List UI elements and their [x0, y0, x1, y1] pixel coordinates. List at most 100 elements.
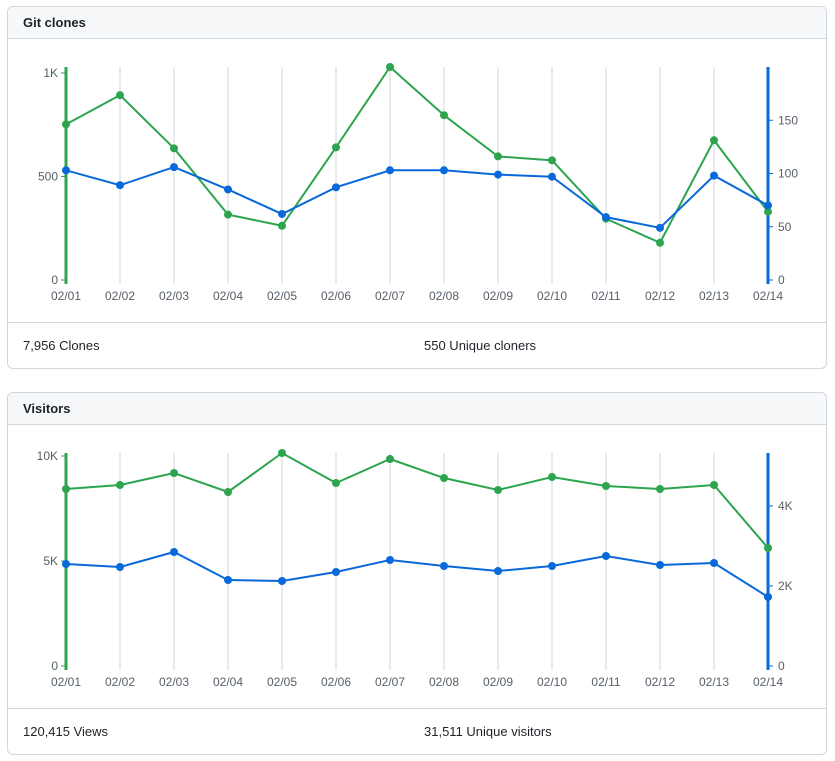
series-1-point	[764, 201, 772, 210]
series-1-point	[386, 556, 394, 564]
x-tick-label: 02/10	[537, 289, 567, 303]
series-0-point	[170, 144, 178, 153]
series-0-point	[278, 448, 286, 457]
panel-title: Visitors	[8, 393, 826, 425]
x-tick-label: 02/02	[105, 675, 135, 689]
series-1-point	[62, 560, 70, 568]
series-1-point	[710, 171, 718, 180]
unique-visitors: 31,511 Unique visitors	[424, 724, 552, 739]
series-0-point	[764, 207, 772, 216]
series-0-point	[548, 473, 556, 481]
x-tick-label: 02/03	[159, 289, 189, 303]
series-0-point	[386, 62, 394, 71]
right-tick-label: 4K	[778, 499, 793, 513]
right-tick-label: 0	[778, 659, 785, 673]
x-tick-label: 02/08	[429, 289, 459, 303]
right-tick-label: 2K	[778, 579, 793, 593]
series-1-point	[440, 562, 448, 570]
x-tick-label: 02/09	[483, 289, 513, 303]
x-tick-label: 02/14	[753, 675, 783, 689]
x-tick-label: 02/05	[267, 675, 297, 689]
x-tick-label: 02/11	[591, 289, 620, 303]
series-0-point	[602, 482, 610, 491]
series-1-point	[278, 209, 286, 218]
x-tick-label: 02/04	[213, 675, 243, 689]
series-0-point	[224, 487, 232, 496]
series-1-point	[656, 223, 664, 232]
series-1-point	[170, 548, 178, 556]
right-tick-label: 0	[778, 273, 785, 287]
series-0-point	[710, 481, 718, 490]
clones-footer: 7,956 Clones 550 Unique cloners	[8, 323, 826, 368]
x-tick-label: 02/12	[645, 675, 675, 689]
series-0-point	[62, 120, 70, 129]
series-0-point	[116, 481, 124, 490]
series-1-point	[278, 577, 286, 585]
x-tick-label: 02/01	[51, 675, 81, 689]
x-tick-label: 02/05	[267, 289, 297, 303]
clones-chart-svg: 02/01 02/02 02/03 02/04 02/05 02/06 02/07 02/08…	[38, 62, 798, 303]
x-tick-label: 02/07	[375, 289, 405, 303]
series-1-point	[332, 568, 340, 576]
left-tick-label: 500	[38, 170, 58, 184]
series-0-point	[386, 455, 394, 464]
series-1-point	[386, 166, 394, 175]
series-0-line	[65, 451, 769, 549]
left-tick-label: 0	[51, 273, 58, 287]
right-tick-label: 100	[778, 167, 798, 181]
x-tick-label: 02/01	[51, 289, 81, 303]
total-clones: 7,956 Clones	[23, 338, 100, 353]
series-1-point	[602, 552, 610, 560]
x-tick-label: 02/12	[645, 289, 675, 303]
right-tick-label: 150	[778, 113, 798, 127]
x-tick-label: 02/02	[105, 289, 135, 303]
series-0-point	[710, 136, 718, 145]
series-1-point	[548, 172, 556, 181]
x-tick-label: 02/11	[591, 675, 620, 689]
series-0-line	[65, 65, 769, 245]
series-0-point	[440, 474, 448, 483]
series-0-point	[116, 91, 124, 100]
series-1-point	[494, 567, 502, 575]
series-1-point	[440, 166, 448, 175]
series-1-line	[65, 166, 769, 229]
series-1-point	[116, 563, 124, 571]
left-tick-label: 1K	[43, 66, 58, 80]
x-tick-label: 02/09	[483, 675, 513, 689]
visitors-chart: 02/01 02/02 02/03 02/04 02/05 02/06 02/07 02/08…	[8, 425, 826, 709]
clones-chart: 02/01 02/02 02/03 02/04 02/05 02/06 02/07 02/08…	[8, 39, 826, 323]
series-1-point	[224, 185, 232, 194]
series-0-point	[656, 484, 664, 493]
visitors-panel: Visitors 02/01 02/02 02/03 02/04 02/05 02/06 0…	[7, 392, 827, 755]
series-1-point	[602, 213, 610, 222]
series-0-point	[440, 111, 448, 120]
series-1-point	[710, 559, 718, 567]
x-tick-label: 02/03	[159, 675, 189, 689]
series-0-point	[332, 143, 340, 152]
series-1-point	[62, 166, 70, 175]
series-1-point	[548, 562, 556, 570]
x-tick-label: 02/14	[753, 289, 783, 303]
left-tick-label: 5K	[43, 554, 58, 568]
series-0-point	[494, 152, 502, 161]
visitors-chart-svg: 02/01 02/02 02/03 02/04 02/05 02/06 02/07 02/08…	[37, 448, 793, 689]
x-tick-label: 02/04	[213, 289, 243, 303]
x-tick-label: 02/13	[699, 289, 729, 303]
x-tick-label: 02/10	[537, 675, 567, 689]
left-tick-label: 10K	[37, 449, 58, 463]
series-1-point	[764, 593, 772, 601]
panel-title: Git clones	[8, 7, 826, 39]
left-tick-label: 0	[51, 659, 58, 673]
series-0-point	[170, 469, 178, 478]
x-tick-label: 02/08	[429, 675, 459, 689]
x-tick-label: 02/13	[699, 675, 729, 689]
series-1-point	[656, 561, 664, 569]
git-clones-panel: Git clones 02/01 02/02 02/03 02/04 02/05 02/0…	[7, 6, 827, 369]
series-0-point	[548, 156, 556, 165]
series-0-point	[494, 485, 502, 494]
x-tick-label: 02/07	[375, 675, 405, 689]
series-0-point	[62, 484, 70, 493]
x-tick-label: 02/06	[321, 289, 351, 303]
series-1-point	[332, 183, 340, 192]
series-1-point	[170, 163, 178, 172]
